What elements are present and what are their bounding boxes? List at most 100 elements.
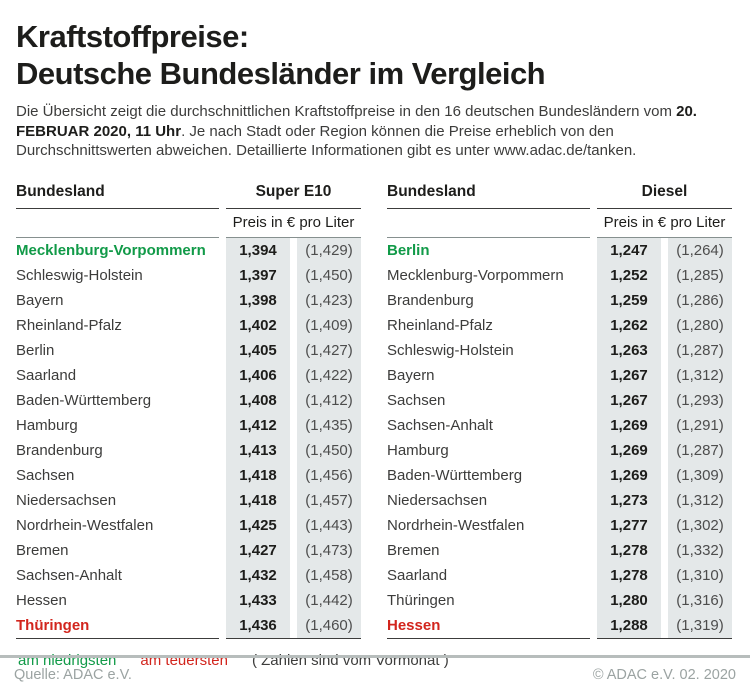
- price-previous-month: (1,293): [668, 387, 732, 413]
- table-row: Nordrhein-Westfalen 1,425 (1,443): [16, 512, 361, 538]
- price-current: 1,278: [597, 537, 661, 563]
- price-current: 1,406: [226, 362, 290, 388]
- price-current: 1,436: [226, 612, 290, 638]
- table-subheader: Preis in € pro Liter: [387, 209, 732, 238]
- table-row: Sachsen 1,267 (1,293): [387, 387, 732, 413]
- table-row: Schleswig-Holstein 1,397 (1,450): [16, 262, 361, 288]
- state-name: Berlin: [387, 241, 430, 259]
- state-name: Bremen: [16, 541, 69, 559]
- table-diesel: Bundesland Diesel Preis in € pro Liter B…: [387, 179, 732, 639]
- table-header: Bundesland Super E10: [16, 179, 361, 209]
- infographic: Kraftstoffpreise: Deutsche Bundesländer i…: [16, 18, 732, 669]
- price-previous-month: (1,460): [297, 612, 361, 638]
- price-previous-month: (1,458): [297, 562, 361, 588]
- price-current: 1,397: [226, 262, 290, 288]
- price-previous-month: (1,309): [668, 462, 732, 488]
- price-current: 1,412: [226, 412, 290, 438]
- price-current: 1,252: [597, 262, 661, 288]
- state-name: Nordrhein-Westfalen: [387, 516, 525, 534]
- price-previous-month: (1,473): [297, 537, 361, 563]
- price-current: 1,259: [597, 287, 661, 313]
- price-current: 1,269: [597, 437, 661, 463]
- footer-divider: [0, 655, 750, 658]
- table-row: Rheinland-Pfalz 1,262 (1,280): [387, 312, 732, 338]
- table-row: Hamburg 1,412 (1,435): [16, 412, 361, 438]
- state-name: Rheinland-Pfalz: [16, 316, 122, 334]
- state-name: Sachsen-Anhalt: [16, 566, 122, 584]
- price-current: 1,418: [226, 487, 290, 513]
- price-current: 1,267: [597, 362, 661, 388]
- table-row: Berlin 1,405 (1,427): [16, 337, 361, 363]
- price-previous-month: (1,429): [297, 237, 361, 263]
- table-row: Mecklenburg-Vorpommern 1,252 (1,285): [387, 262, 732, 288]
- intro-date: 20. FEBRUAR 2020, 11 Uhr: [16, 103, 697, 140]
- price-current: 1,277: [597, 512, 661, 538]
- page-title: Kraftstoffpreise: Deutsche Bundesländer i…: [16, 18, 732, 92]
- state-name: Hessen: [387, 616, 441, 634]
- column-header-bundesland: Bundesland: [387, 179, 590, 209]
- price-previous-month: (1,456): [297, 462, 361, 488]
- price-previous-month: (1,427): [297, 337, 361, 363]
- state-name: Baden-Württemberg: [16, 391, 152, 409]
- state-name: Schleswig-Holstein: [16, 266, 143, 284]
- state-name: Thüringen: [16, 616, 90, 634]
- copyright: © ADAC e.V. 02. 2020: [592, 667, 736, 683]
- price-previous-month: (1,457): [297, 487, 361, 513]
- price-current: 1,413: [226, 437, 290, 463]
- table-row: Sachsen-Anhalt 1,269 (1,291): [387, 412, 732, 438]
- price-current: 1,398: [226, 287, 290, 313]
- state-name: Thüringen: [387, 591, 455, 609]
- table-row: Hamburg 1,269 (1,287): [387, 437, 732, 463]
- table-row: Baden-Württemberg 1,269 (1,309): [387, 462, 732, 488]
- price-current: 1,427: [226, 537, 290, 563]
- price-previous-month: (1,264): [668, 237, 732, 263]
- unit-label: Preis in € pro Liter: [597, 209, 732, 238]
- source-credit: Quelle: ADAC e.V.: [14, 667, 132, 683]
- table-header: Bundesland Diesel: [387, 179, 732, 209]
- price-current: 1,288: [597, 612, 661, 638]
- state-name: Brandenburg: [387, 291, 474, 309]
- price-current: 1,418: [226, 462, 290, 488]
- price-current: 1,433: [226, 587, 290, 613]
- price-previous-month: (1,280): [668, 312, 732, 338]
- price-previous-month: (1,286): [668, 287, 732, 313]
- price-current: 1,405: [226, 337, 290, 363]
- table-body: Mecklenburg-Vorpommern 1,394 (1,429) Schles…: [16, 237, 361, 638]
- price-previous-month: (1,319): [668, 612, 732, 638]
- state-name: Sachsen: [16, 466, 75, 484]
- state-name: Niedersachsen: [16, 491, 117, 509]
- price-previous-month: (1,450): [297, 437, 361, 463]
- price-previous-month: (1,442): [297, 587, 361, 613]
- state-name: Hessen: [16, 591, 67, 609]
- price-current: 1,408: [226, 387, 290, 413]
- title-line-1: Kraftstoffpreise:: [16, 19, 249, 54]
- state-name: Bayern: [387, 366, 435, 384]
- price-current: 1,263: [597, 337, 661, 363]
- table-bottom-rule: [16, 637, 361, 639]
- price-current: 1,280: [597, 587, 661, 613]
- price-previous-month: (1,302): [668, 512, 732, 538]
- state-name: Bremen: [387, 541, 440, 559]
- unit-label: Preis in € pro Liter: [226, 209, 361, 238]
- table-row: Saarland 1,406 (1,422): [16, 362, 361, 388]
- table-row: Bayern 1,267 (1,312): [387, 362, 732, 388]
- table-row: Sachsen-Anhalt 1,432 (1,458): [16, 562, 361, 588]
- table-row: Brandenburg 1,259 (1,286): [387, 287, 732, 313]
- price-current: 1,278: [597, 562, 661, 588]
- price-current: 1,425: [226, 512, 290, 538]
- price-previous-month: (1,450): [297, 262, 361, 288]
- table-row: Brandenburg 1,413 (1,450): [16, 437, 361, 463]
- price-current: 1,269: [597, 462, 661, 488]
- table-body: Berlin 1,247 (1,264) Mecklenburg-Vorpommern…: [387, 237, 732, 638]
- table-row: Sachsen 1,418 (1,456): [16, 462, 361, 488]
- price-current: 1,394: [226, 237, 290, 263]
- table-row: Niedersachsen 1,418 (1,457): [16, 487, 361, 513]
- price-previous-month: (1,312): [668, 362, 732, 388]
- price-previous-month: (1,285): [668, 262, 732, 288]
- table-row: Mecklenburg-Vorpommern 1,394 (1,429): [16, 237, 361, 263]
- state-name: Bayern: [16, 291, 64, 309]
- table-row: Nordrhein-Westfalen 1,277 (1,302): [387, 512, 732, 538]
- table-subheader: Preis in € pro Liter: [16, 209, 361, 238]
- table-row: Saarland 1,278 (1,310): [387, 562, 732, 588]
- price-previous-month: (1,423): [297, 287, 361, 313]
